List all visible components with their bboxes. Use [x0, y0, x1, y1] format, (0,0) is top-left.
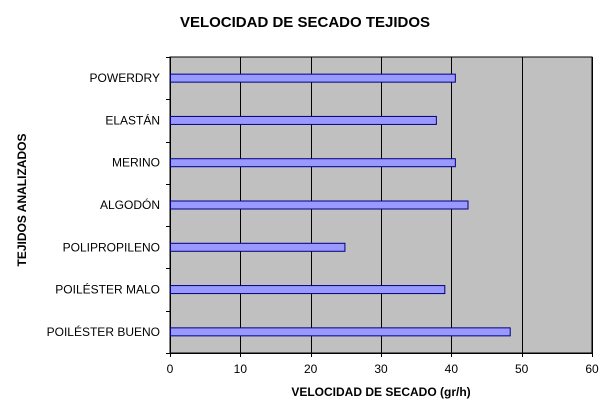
category-label-algodon: ALGODÓN: [100, 197, 160, 212]
category-label-poilester-malo: POILÉSTER MALO: [55, 282, 160, 297]
category-label-elastan: ELASTÁN: [105, 112, 160, 127]
bar-elastan: [170, 115, 437, 125]
plot-area: 0 10 20 30 40 50 60 POWERDRY ELASTÁN MERINO ALGODÓ…: [47, 56, 599, 376]
bar-polipropileno: [170, 242, 346, 252]
x-tick-label-30: 30: [374, 362, 388, 376]
x-tick-label-40: 40: [445, 362, 459, 376]
chart-title: VELOCIDAD DE SECADO TEJIDOS: [180, 14, 430, 31]
y-axis-title: TEJIDOS ANALIZADOS: [15, 134, 29, 267]
x-tick-label-60: 60: [585, 362, 599, 376]
x-tick-label-50: 50: [515, 362, 529, 376]
bar-poilester-bueno: [170, 327, 511, 337]
bar-powerdry: [170, 73, 456, 83]
x-tick-label-10: 10: [234, 362, 248, 376]
x-axis-title: VELOCIDAD DE SECADO (gr/h): [291, 385, 470, 399]
category-label-poilester-bueno: POILÉSTER BUENO: [47, 324, 160, 339]
bar-poilester-malo: [170, 285, 446, 295]
category-label-merino: MERINO: [112, 156, 160, 170]
category-label-powerdry: POWERDRY: [90, 71, 160, 85]
bar-algodon: [170, 200, 469, 210]
x-tick-label-20: 20: [304, 362, 318, 376]
category-label-polipropileno: POLIPROPILENO: [63, 240, 160, 254]
x-tick-label-0: 0: [167, 362, 174, 376]
bar-merino: [170, 158, 456, 168]
